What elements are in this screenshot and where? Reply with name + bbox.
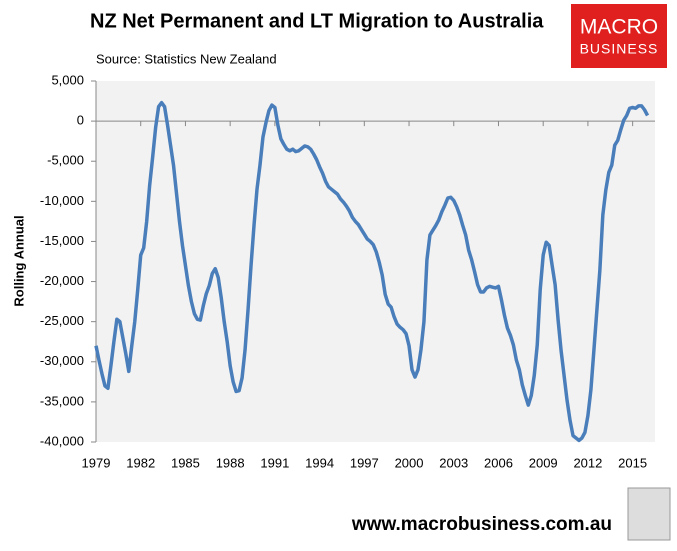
x-tick-label: 1979 xyxy=(82,455,111,470)
y-tick-label: 5,000 xyxy=(51,72,84,87)
x-tick-label: 1988 xyxy=(216,455,245,470)
x-tick-label: 2012 xyxy=(573,455,602,470)
x-tick-label: 2006 xyxy=(484,455,513,470)
brand-line: MACRO xyxy=(580,16,658,39)
brand-logo xyxy=(571,4,667,68)
plot-area xyxy=(96,81,655,442)
y-tick-label: -20,000 xyxy=(40,273,84,288)
x-tick-label: 2003 xyxy=(439,455,468,470)
chart-title: NZ Net Permanent and LT Migration to Aus… xyxy=(90,10,544,32)
y-tick-label: 0 xyxy=(77,113,84,128)
x-tick-label: 1982 xyxy=(126,455,155,470)
y-tick-label: -10,000 xyxy=(40,193,84,208)
x-tick-label: 2009 xyxy=(529,455,558,470)
y-axis-label: Rolling Annual xyxy=(11,215,26,306)
chart-subtitle: Source: Statistics New Zealand xyxy=(96,51,277,66)
x-tick-label: 1991 xyxy=(260,455,289,470)
y-tick-label: -35,000 xyxy=(40,393,84,408)
y-tick-label: -5,000 xyxy=(47,153,84,168)
y-tick-label: -30,000 xyxy=(40,353,84,368)
logo-icon xyxy=(627,487,671,541)
y-tick-label: -40,000 xyxy=(40,433,84,448)
x-tick-label: 1997 xyxy=(350,455,379,470)
brand-line: BUSINESS xyxy=(580,41,659,57)
footer: www.macrobusiness.com.au xyxy=(351,514,612,535)
x-tick-label: 1985 xyxy=(171,455,200,470)
x-tick-label: 2015 xyxy=(618,455,647,470)
x-tick-label: 1994 xyxy=(305,455,334,470)
y-tick-label: -15,000 xyxy=(40,233,84,248)
data-line xyxy=(94,100,650,443)
y-tick-label: -25,000 xyxy=(40,313,84,328)
x-tick-label: 2000 xyxy=(395,455,424,470)
